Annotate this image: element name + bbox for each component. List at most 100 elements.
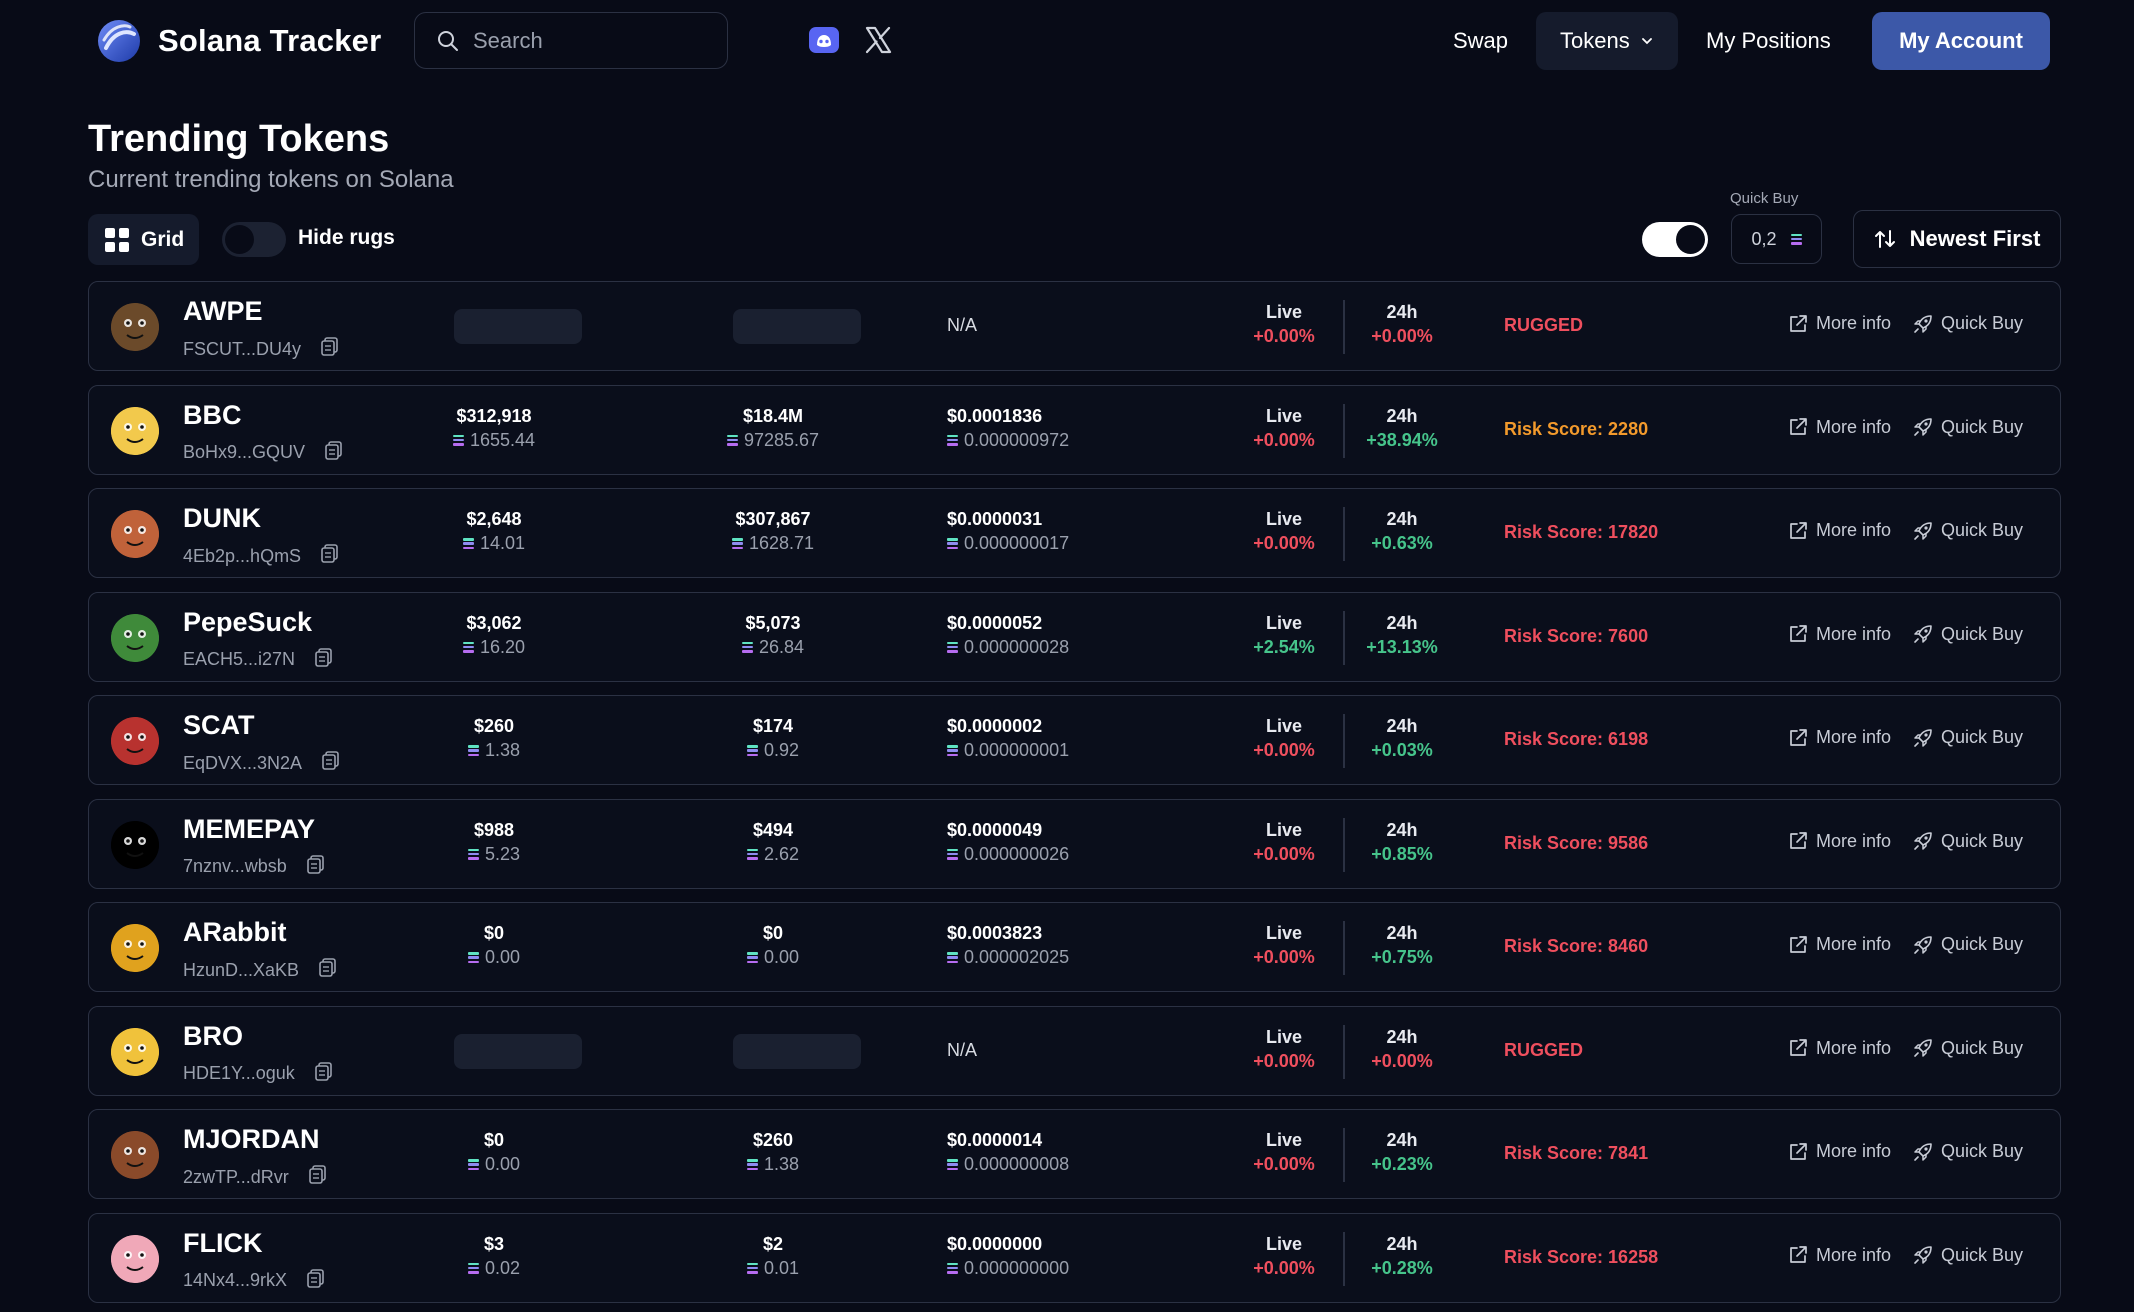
token-symbol: DUNK xyxy=(183,503,261,533)
token-address-text: EqDVX...3N2A xyxy=(183,752,303,773)
quick-buy-button[interactable]: Quick Buy xyxy=(1913,1141,2023,1162)
more-info-button[interactable]: More info xyxy=(1788,313,1891,334)
nav-tokens-dropdown[interactable]: Tokens xyxy=(1536,12,1678,70)
search-input[interactable] xyxy=(473,27,703,54)
market-cap-sol: 2.62 xyxy=(763,843,800,864)
more-info-button[interactable]: More info xyxy=(1788,727,1891,748)
copy-icon[interactable] xyxy=(321,544,338,568)
my-account-button[interactable]: My Account xyxy=(1872,12,2050,70)
token-row[interactable]: FLICK 14Nx4...9rkX $3 0.02 $2 0.01 $0.0000000 0… xyxy=(88,1212,2061,1303)
token-row[interactable]: SCAT EqDVX...3N2A $260 1.38 $174 0.92 $0.00000… xyxy=(88,695,2061,785)
more-info-button[interactable]: More info xyxy=(1788,417,1891,438)
token-row[interactable]: MJORDAN 2zwTP...dRvr $0 0.00 $260 1.38 $0.0000… xyxy=(88,1109,2061,1199)
quick-buy-button[interactable]: Quick Buy xyxy=(1913,934,2023,955)
hide-rugs-label: Hide rugs xyxy=(298,226,395,249)
copy-icon[interactable] xyxy=(306,854,324,879)
hide-rugs-toggle[interactable] xyxy=(222,222,286,257)
quick-buy-button[interactable]: Quick Buy xyxy=(1913,417,2023,438)
token-row[interactable]: ARabbit HzunD...XaKB $0 0.00 $0 0.00 $0.000382… xyxy=(88,902,2061,992)
more-info-label: More info xyxy=(1816,313,1892,333)
rocket-icon xyxy=(1914,728,1932,747)
24h-label: 24h xyxy=(1386,1130,1418,1150)
solana-icon xyxy=(731,538,743,550)
token-row[interactable]: DUNK 4Eb2p...hQmS $2,648 14.01 $307,867 1628.… xyxy=(88,488,2061,578)
rocket-icon xyxy=(1914,418,1932,436)
token-row[interactable]: BBC BoHx9...GQUV $312,918 1655.44 $18.4M 9728… xyxy=(88,384,2061,475)
external-link-icon xyxy=(1790,935,1807,953)
risk-status: RUGGED xyxy=(1504,315,1584,335)
copy-icon[interactable] xyxy=(307,1268,324,1293)
more-info-button[interactable]: More info xyxy=(1788,831,1891,852)
discord-link[interactable] xyxy=(806,22,842,58)
more-info-button[interactable]: More info xyxy=(1788,934,1891,955)
copy-icon[interactable] xyxy=(315,647,332,672)
quick-buy-button[interactable]: Quick Buy xyxy=(1913,727,2023,748)
live-change-value: +0.00% xyxy=(1253,533,1315,553)
live-label: Live xyxy=(1265,405,1303,426)
brand[interactable]: Solana Tracker xyxy=(96,18,381,64)
quick-buy-button[interactable]: Quick Buy xyxy=(1913,520,2023,541)
more-info-button[interactable]: More info xyxy=(1788,1141,1891,1162)
quick-buy-button[interactable]: Quick Buy xyxy=(1913,624,2023,645)
navbar: Solana Tracker Swap Tokens My Positions … xyxy=(0,0,2134,82)
copy-icon[interactable] xyxy=(322,751,339,775)
copy-icon[interactable] xyxy=(308,1165,326,1189)
token-row[interactable]: MEMEPAY 7nznv...wbsb $988 5.23 $494 2.62 $0.00… xyxy=(88,798,2061,889)
24h-change: 24h +0.03% xyxy=(1357,716,1447,761)
token-market-cap: $0 0.00 xyxy=(698,923,848,968)
x-link[interactable] xyxy=(860,22,896,58)
price-usd: $0.0000000 xyxy=(947,1233,1043,1254)
live-change-value: +0.00% xyxy=(1253,1154,1315,1174)
quick-buy-button[interactable]: Quick Buy xyxy=(1913,1245,2023,1266)
token-row[interactable]: AWPE FSCUT...DU4y N/A Live +0.00% 24h +0.00% RU… xyxy=(88,281,2061,371)
quick-buy-label: Quick Buy xyxy=(1941,1037,2024,1058)
token-symbol: AWPE xyxy=(183,296,263,326)
quick-buy-button[interactable]: Quick Buy xyxy=(1913,313,2023,334)
price-sol: 0.000000008 xyxy=(964,1154,1070,1174)
chevron-down-icon xyxy=(1641,38,1652,45)
copy-icon[interactable] xyxy=(325,440,342,465)
price-sol: 0.000000000 xyxy=(964,1257,1070,1278)
quick-buy-toggle[interactable] xyxy=(1642,222,1708,257)
24h-label: 24h xyxy=(1386,509,1418,529)
token-row[interactable]: PepeSuck EACH5...i27N $3,062 16.20 $5,073 26.… xyxy=(88,591,2061,682)
more-info-button[interactable]: More info xyxy=(1788,1038,1891,1059)
live-change-value: +0.00% xyxy=(1253,740,1315,760)
solana-icon xyxy=(947,1159,958,1171)
market-cap-usd: $5,073 xyxy=(745,612,801,633)
solana-icon xyxy=(467,1262,479,1274)
nav-my-positions[interactable]: My Positions xyxy=(1706,28,1831,53)
more-info-button[interactable]: More info xyxy=(1788,1245,1891,1266)
liquidity-usd: $2,648 xyxy=(466,509,522,529)
more-info-button[interactable]: More info xyxy=(1788,520,1891,541)
quick-buy-label: Quick Buy xyxy=(1941,623,2024,644)
liquidity-usd: $0 xyxy=(483,923,505,943)
copy-icon[interactable] xyxy=(314,1061,332,1086)
quick-buy-label: Quick Buy xyxy=(1941,313,2024,333)
quick-buy-amount-input[interactable]: 0,2 xyxy=(1731,214,1822,264)
live-label: Live xyxy=(1265,1026,1303,1047)
solana-tracker-logo-icon xyxy=(98,20,140,62)
token-avatar xyxy=(111,1234,159,1283)
quick-buy-button[interactable]: Quick Buy xyxy=(1913,831,2023,852)
quick-buy-button[interactable]: Quick Buy xyxy=(1913,1038,2023,1059)
token-address: 7nznv...wbsb xyxy=(183,854,324,879)
token-address-text: 4Eb2p...hQmS xyxy=(183,545,302,566)
token-row[interactable]: BRO HDE1Y...oguk N/A Live +0.00% 24h +0.00% RUG… xyxy=(88,1005,2061,1096)
sort-button[interactable]: Newest First xyxy=(1853,210,2061,268)
grid-view-button[interactable]: Grid xyxy=(88,214,199,265)
nav-swap[interactable]: Swap xyxy=(1453,28,1509,53)
token-symbol: PepeSuck xyxy=(183,606,313,637)
copy-icon[interactable] xyxy=(321,337,338,361)
risk-status: Risk Score: 7841 xyxy=(1504,1143,1649,1163)
token-price: $0.0000014 0.000000008 xyxy=(947,1130,1069,1175)
price-usd: $0.0000049 xyxy=(947,819,1043,840)
24h-label: 24h xyxy=(1386,819,1418,840)
solana-icon xyxy=(746,848,758,860)
search-box[interactable] xyxy=(414,12,728,69)
external-link-icon xyxy=(1790,832,1807,849)
live-change-value: +0.00% xyxy=(1253,1050,1315,1071)
copy-icon[interactable] xyxy=(319,958,336,982)
more-info-button[interactable]: More info xyxy=(1788,624,1891,645)
more-info-label: More info xyxy=(1816,520,1892,540)
